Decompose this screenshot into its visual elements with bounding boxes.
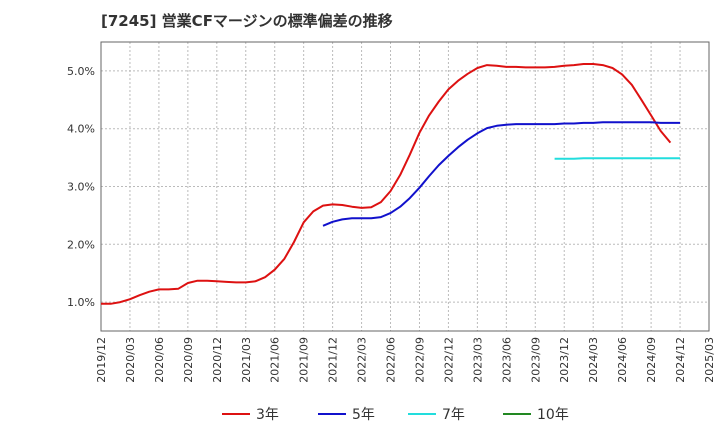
x-tick-label: 2023/06	[500, 337, 513, 383]
series-line-7年	[554, 157, 680, 160]
legend: 3年 5年 7年 10年	[222, 407, 569, 423]
x-tick-label: 2020/03	[124, 337, 137, 383]
x-tick-label: 2022/03	[356, 337, 369, 383]
x-tick-label: 2020/09	[182, 337, 195, 383]
x-tick-label: 2019/12	[95, 337, 108, 383]
legend-label: 5年	[352, 407, 375, 423]
x-tick-label: 2024/12	[674, 337, 687, 383]
x-tick-label: 2023/09	[529, 337, 542, 383]
x-tick-label: 2020/12	[211, 337, 224, 383]
x-tick-label: 2020/06	[153, 337, 166, 383]
series-line-5年	[322, 121, 680, 227]
x-tick-label: 2022/12	[442, 337, 455, 383]
y-axis: 1.0% 2.0% 3.0% 4.0% 5.0%	[67, 65, 95, 309]
x-tick-label: 2021/12	[327, 337, 340, 383]
x-tick-label: 2024/09	[645, 337, 658, 383]
x-tick-label: 2021/03	[240, 337, 253, 383]
x-tick-label: 2022/09	[413, 337, 426, 383]
x-tick-label: 2023/03	[471, 337, 484, 383]
y-tick-label: 1.0%	[67, 296, 95, 309]
x-tick-label: 2023/12	[558, 337, 571, 383]
y-tick-label: 4.0%	[67, 123, 95, 136]
series-lines	[101, 63, 680, 305]
x-tick-label: 2021/06	[269, 337, 282, 383]
x-tick-label: 2021/09	[298, 337, 311, 383]
plot-frame	[100, 41, 710, 332]
y-tick-label: 5.0%	[67, 65, 95, 78]
x-tick-label: 2022/06	[385, 337, 398, 383]
legend-label: 3年	[256, 407, 279, 423]
legend-label: 10年	[537, 407, 569, 423]
x-tick-label: 2024/03	[587, 337, 600, 383]
x-tick-label: 2024/06	[616, 337, 629, 383]
chart-title: [7245] 営業CFマージンの標準偏差の推移	[101, 12, 393, 30]
y-tick-label: 3.0%	[67, 181, 95, 194]
grid-lines	[100, 42, 710, 331]
x-tick-label: 2025/03	[703, 337, 716, 383]
x-axis: 2019/12 2020/03 2020/06 2020/09 2020/12 2021/…	[95, 337, 716, 383]
series-line-3年	[101, 63, 672, 305]
legend-label: 7年	[442, 407, 465, 423]
y-tick-label: 2.0%	[67, 238, 95, 251]
